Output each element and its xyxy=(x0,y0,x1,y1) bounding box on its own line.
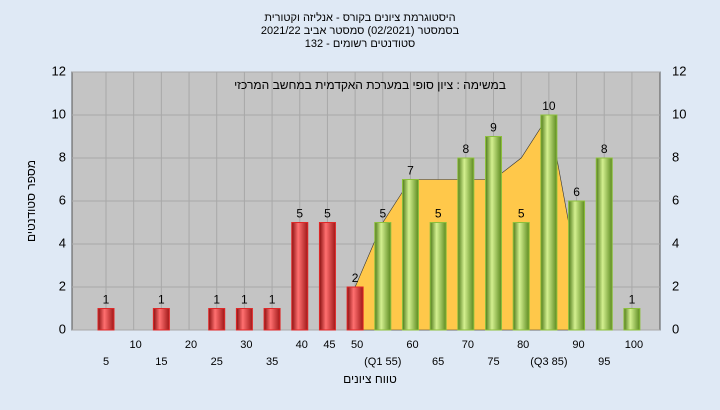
data-label: 5 xyxy=(296,207,303,221)
data-label: 7 xyxy=(407,164,414,178)
y-tick-label: 6 xyxy=(59,192,66,207)
data-label: 1 xyxy=(629,293,636,307)
bar xyxy=(540,114,558,331)
x-tick-label: 35 xyxy=(266,356,278,368)
x-tick-label: 90 xyxy=(572,339,584,351)
bar xyxy=(457,157,475,331)
chart-title: היסטוגרמת ציונים בקורס - אנליזה וקטורית xyxy=(264,11,455,24)
x-tick-label: 5 xyxy=(103,356,109,368)
x-tick-label: 70 xyxy=(462,339,474,351)
x-tick-label: (Q3 85) xyxy=(530,356,567,368)
x-tick-label: 95 xyxy=(598,356,610,368)
data-label: 1 xyxy=(241,293,248,307)
chart-subtitle: סטודנטים רשומים - 132 xyxy=(305,38,416,50)
x-tick-label: 100 xyxy=(625,339,643,351)
x-tick-label: 45 xyxy=(323,339,335,351)
bar xyxy=(235,308,253,331)
bar xyxy=(595,157,613,331)
y-tick-label: 12 xyxy=(672,63,686,78)
data-label: 8 xyxy=(462,142,469,156)
y-tick-label: 0 xyxy=(672,321,679,336)
bar xyxy=(485,136,503,331)
x-tick-label: (Q1 55) xyxy=(364,356,401,368)
y-tick-label: 10 xyxy=(52,106,66,121)
annotation: במשימה : ציון סופי במערכת האקדמית במחשב … xyxy=(234,78,506,92)
y-tick-label: 2 xyxy=(672,278,679,293)
data-label: 8 xyxy=(601,142,608,156)
y-tick-label: 4 xyxy=(672,235,679,250)
data-label: 9 xyxy=(490,121,497,135)
x-tick-label: 60 xyxy=(406,339,418,351)
x-tick-label: 65 xyxy=(432,356,444,368)
y-tick-label: 10 xyxy=(672,106,686,121)
y-tick-label: 4 xyxy=(59,235,66,250)
bar xyxy=(374,222,392,331)
x-tick-label: 50 xyxy=(351,339,363,351)
x-tick-label: 20 xyxy=(185,339,197,351)
y-tick-label: 12 xyxy=(52,63,66,78)
bar xyxy=(623,308,641,331)
data-label: 10 xyxy=(542,99,556,113)
data-label: 1 xyxy=(269,293,276,307)
bar xyxy=(208,308,226,331)
data-label: 1 xyxy=(213,293,220,307)
bar xyxy=(263,308,281,331)
bar xyxy=(152,308,170,331)
y-tick-label: 2 xyxy=(59,278,66,293)
x-tick-label: 10 xyxy=(130,339,142,351)
bar xyxy=(401,179,419,331)
data-label: 5 xyxy=(379,207,386,221)
x-axis-label: טווח ציונים xyxy=(343,372,397,386)
y-tick-label: 6 xyxy=(672,192,679,207)
x-tick-label: 40 xyxy=(296,339,308,351)
y-tick-label: 8 xyxy=(672,149,679,164)
bar xyxy=(512,222,530,331)
y-tick-label: 0 xyxy=(59,321,66,336)
data-label: 2 xyxy=(352,271,359,285)
data-label: 1 xyxy=(158,293,165,307)
y-tick-label: 8 xyxy=(59,149,66,164)
y-axis-label: מספר סטודנטים xyxy=(24,160,38,242)
x-tick-label: 75 xyxy=(487,356,499,368)
data-label: 5 xyxy=(324,207,331,221)
bar xyxy=(318,222,336,331)
data-label: 5 xyxy=(518,207,525,221)
data-label: 5 xyxy=(435,207,442,221)
bar xyxy=(291,222,309,331)
x-tick-label: 30 xyxy=(240,339,252,351)
x-tick-label: 25 xyxy=(211,356,223,368)
bar xyxy=(568,200,586,331)
data-label: 6 xyxy=(573,185,580,199)
bar xyxy=(97,308,115,331)
x-tick-label: 15 xyxy=(155,356,167,368)
chart-subtitle: בסמסטר (02/2021) סמסטר אביב 2021/22 xyxy=(261,25,460,37)
data-label: 1 xyxy=(103,293,110,307)
x-tick-label: 80 xyxy=(517,339,529,351)
bar xyxy=(429,222,447,331)
bar xyxy=(346,286,364,331)
